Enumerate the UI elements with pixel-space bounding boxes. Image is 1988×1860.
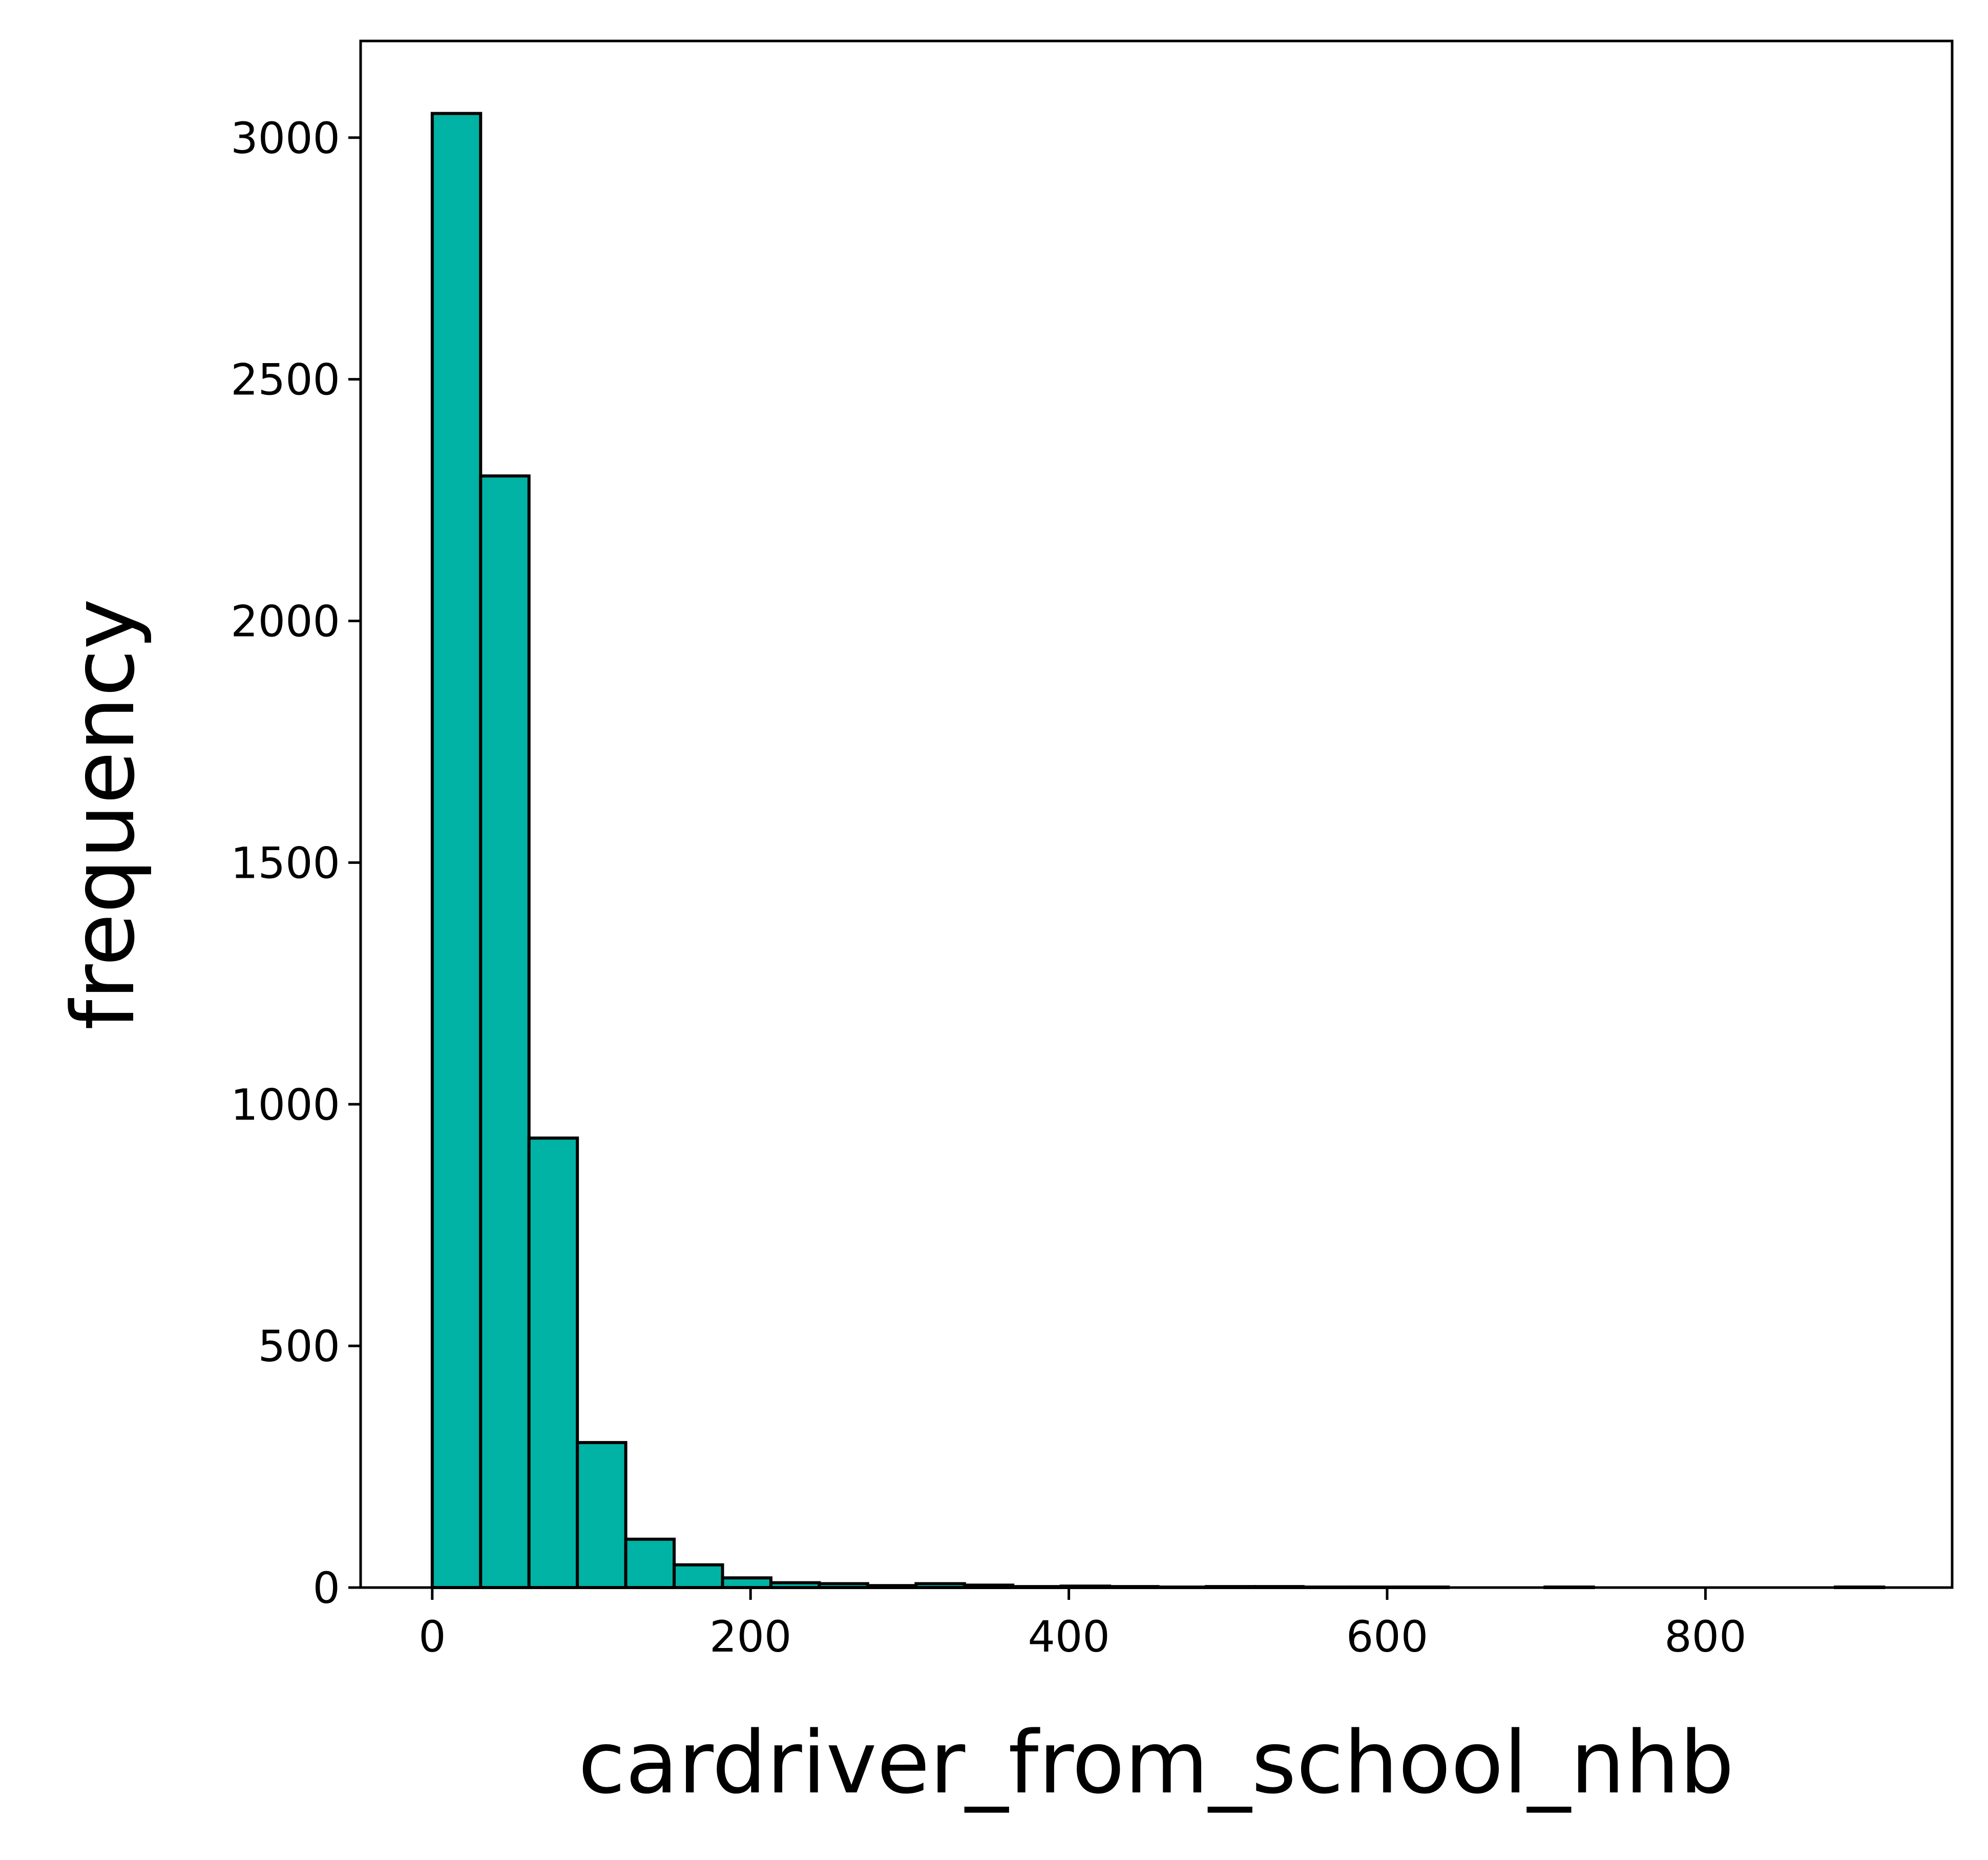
x-axis-label: cardriver_from_school_nhb xyxy=(578,1713,1734,1813)
y-axis-ticks: 0 500 1000 1500 2000 2500 3000 xyxy=(231,113,361,1613)
y-tick-label: 500 xyxy=(258,1321,340,1371)
bars-group xyxy=(430,112,1886,1590)
plot-frame xyxy=(359,39,1954,1589)
y-tick-label: 0 xyxy=(313,1563,340,1613)
y-tick-label: 2000 xyxy=(231,597,340,647)
x-tick-label: 200 xyxy=(709,1612,791,1662)
y-tick-label: 1500 xyxy=(231,838,340,888)
histogram-bar xyxy=(624,1537,676,1589)
histogram-bar xyxy=(527,1136,579,1589)
x-tick-label: 400 xyxy=(1028,1612,1110,1662)
histogram-bar xyxy=(721,1576,772,1589)
y-axis-label: frequency xyxy=(53,599,154,1030)
x-tick-label: 0 xyxy=(418,1612,446,1662)
y-tick-label: 3000 xyxy=(231,113,340,163)
histogram-bar xyxy=(479,474,531,1589)
y-tick-label: 2500 xyxy=(231,355,340,405)
histogram-bar xyxy=(576,1441,627,1589)
histogram-bar xyxy=(673,1563,724,1590)
histogram-bar xyxy=(430,112,483,1589)
y-tick-label: 1000 xyxy=(231,1080,340,1130)
x-axis-ticks: 0 200 400 600 800 xyxy=(418,1588,1747,1662)
x-tick-label: 600 xyxy=(1346,1612,1428,1662)
x-tick-label: 800 xyxy=(1664,1612,1746,1662)
